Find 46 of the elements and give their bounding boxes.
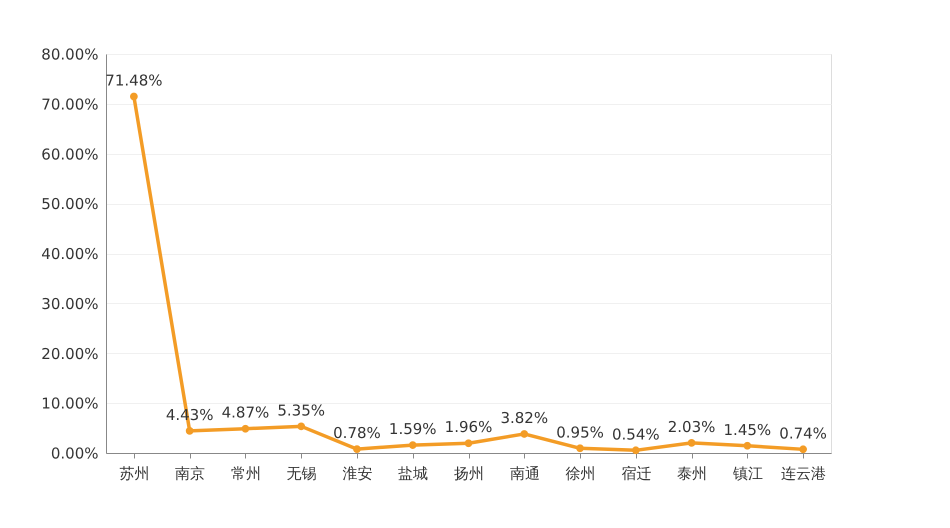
point bbox=[297, 422, 306, 430]
point bbox=[353, 445, 361, 453]
data-label: 3.82% bbox=[500, 408, 548, 427]
data-label: 0.95% bbox=[556, 423, 604, 442]
data-label: 1.96% bbox=[444, 418, 492, 436]
x-tick-label: 镇江 bbox=[732, 464, 763, 482]
x-tick-label: 泰州 bbox=[677, 464, 708, 482]
x-tick-label: 徐州 bbox=[566, 464, 596, 482]
x-tick-label: 扬州 bbox=[454, 464, 484, 482]
x-tick-label: 无锡 bbox=[286, 464, 317, 482]
y-tick-label: 0.00% bbox=[50, 444, 98, 462]
x-tick-label: 连云港 bbox=[781, 464, 826, 482]
x-tick-label: 常州 bbox=[230, 464, 261, 482]
data-label: 0.78% bbox=[333, 424, 381, 442]
point bbox=[464, 439, 472, 448]
x-tick-label: 南通 bbox=[510, 464, 540, 482]
data-label: 1.45% bbox=[724, 420, 772, 439]
point bbox=[520, 430, 528, 438]
point bbox=[688, 439, 696, 447]
data-label: 0.74% bbox=[779, 424, 827, 442]
x-tick-label: 盐城 bbox=[398, 464, 428, 482]
point bbox=[408, 441, 417, 449]
point bbox=[242, 424, 250, 433]
point bbox=[576, 444, 584, 452]
x-tick-label: 苏州 bbox=[119, 464, 150, 482]
y-tick-label: 60.00% bbox=[41, 145, 98, 164]
data-label: 2.03% bbox=[668, 418, 716, 436]
y-tick-label: 40.00% bbox=[41, 245, 98, 263]
x-tick-label: 宿迁 bbox=[621, 464, 652, 482]
x-tick-label: 南京 bbox=[175, 464, 206, 482]
data-label: 4.87% bbox=[222, 404, 270, 422]
data-label: 1.59% bbox=[388, 420, 437, 438]
y-tick-label: 50.00% bbox=[41, 195, 98, 214]
y-tick-label: 10.00% bbox=[41, 394, 98, 413]
point bbox=[130, 92, 138, 100]
data-label: 5.35% bbox=[277, 401, 326, 420]
y-tick-label: 70.00% bbox=[41, 95, 98, 114]
y-tick-label: 30.00% bbox=[41, 294, 98, 313]
point bbox=[186, 427, 194, 435]
data-label: 0.54% bbox=[612, 425, 660, 444]
point bbox=[632, 446, 640, 454]
point bbox=[799, 445, 807, 454]
point bbox=[743, 442, 752, 450]
y-tick-label: 20.00% bbox=[41, 344, 98, 363]
x-tick-label: 淮安 bbox=[342, 464, 372, 482]
y-tick-label: 80.00% bbox=[41, 46, 98, 64]
